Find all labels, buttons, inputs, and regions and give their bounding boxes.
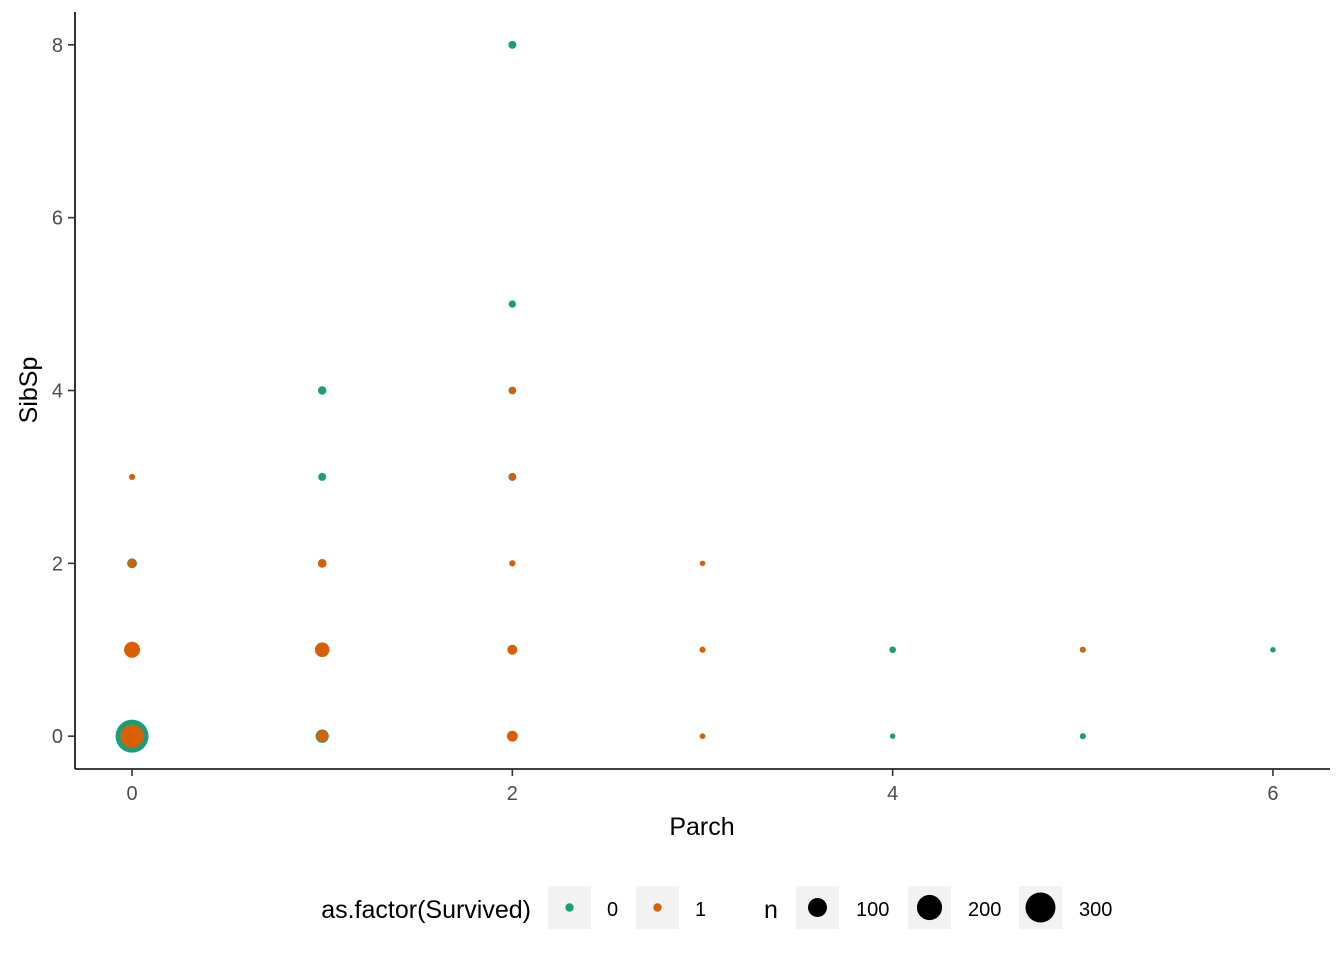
- size-legend-label: 300: [1079, 899, 1112, 921]
- y-axis-ticks: 0 2 4 6 8: [52, 35, 75, 748]
- data-point-survived-0: [889, 646, 896, 654]
- data-point-survived-1: [124, 641, 141, 658]
- size-legend-keys: 100 200 300: [796, 886, 1112, 929]
- data-point-survived-0: [508, 300, 517, 308]
- color-legend-swatch: [653, 903, 662, 912]
- data-point-survived-1: [509, 560, 516, 567]
- size-legend-swatch: [916, 894, 943, 921]
- data-point-survived-1: [509, 387, 516, 394]
- data-point-survived-1: [699, 733, 706, 739]
- data-point-survived-1: [120, 724, 144, 748]
- x-tick-label: 6: [1267, 783, 1278, 805]
- size-legend-label: 100: [856, 899, 889, 921]
- y-axis-title: SibSp: [15, 357, 43, 424]
- color-legend-swatch: [565, 903, 574, 912]
- y-tick-label: 0: [52, 726, 63, 748]
- data-point-survived-0: [318, 472, 327, 481]
- size-legend-swatch: [808, 898, 827, 917]
- data-point-survived-0: [317, 386, 327, 395]
- y-tick-label: 4: [52, 381, 63, 403]
- y-tick-label: 8: [52, 35, 63, 57]
- size-legend-label: 200: [968, 899, 1001, 921]
- data-point-survived-1: [508, 473, 516, 481]
- data-point-survived-0: [1270, 646, 1276, 653]
- data-point-survived-1: [127, 559, 137, 568]
- data-point-survived-0: [508, 40, 517, 49]
- data-point-survived-1: [316, 730, 329, 743]
- data-point-survived-1: [315, 642, 330, 657]
- size-legend-swatch: [1025, 892, 1056, 923]
- x-axis-title: Parch: [669, 813, 734, 841]
- x-axis-ticks: 0 2 4 6: [126, 769, 1279, 805]
- color-legend-label: 1: [695, 899, 706, 921]
- data-point-survived-0: [889, 733, 896, 739]
- y-tick-label: 6: [52, 208, 63, 230]
- x-tick-label: 4: [887, 783, 898, 805]
- color-legend-label: 0: [607, 899, 618, 921]
- y-tick-label: 2: [52, 553, 63, 575]
- data-point-survived-1: [699, 560, 706, 567]
- x-tick-label: 0: [126, 783, 137, 805]
- data-point-survived-1: [1080, 646, 1086, 653]
- data-point-survived-1: [699, 646, 706, 653]
- data-point-survived-1: [128, 473, 136, 480]
- data-point-survived-1: [317, 559, 327, 568]
- color-legend-title: as.factor(Survived): [321, 896, 531, 924]
- data-point-survived-1: [506, 730, 518, 742]
- x-tick-label: 2: [507, 783, 518, 805]
- data-point-survived-1: [507, 644, 518, 655]
- points-layer: [115, 40, 1276, 753]
- size-legend-title: n: [764, 896, 778, 924]
- data-point-survived-0: [1079, 733, 1086, 740]
